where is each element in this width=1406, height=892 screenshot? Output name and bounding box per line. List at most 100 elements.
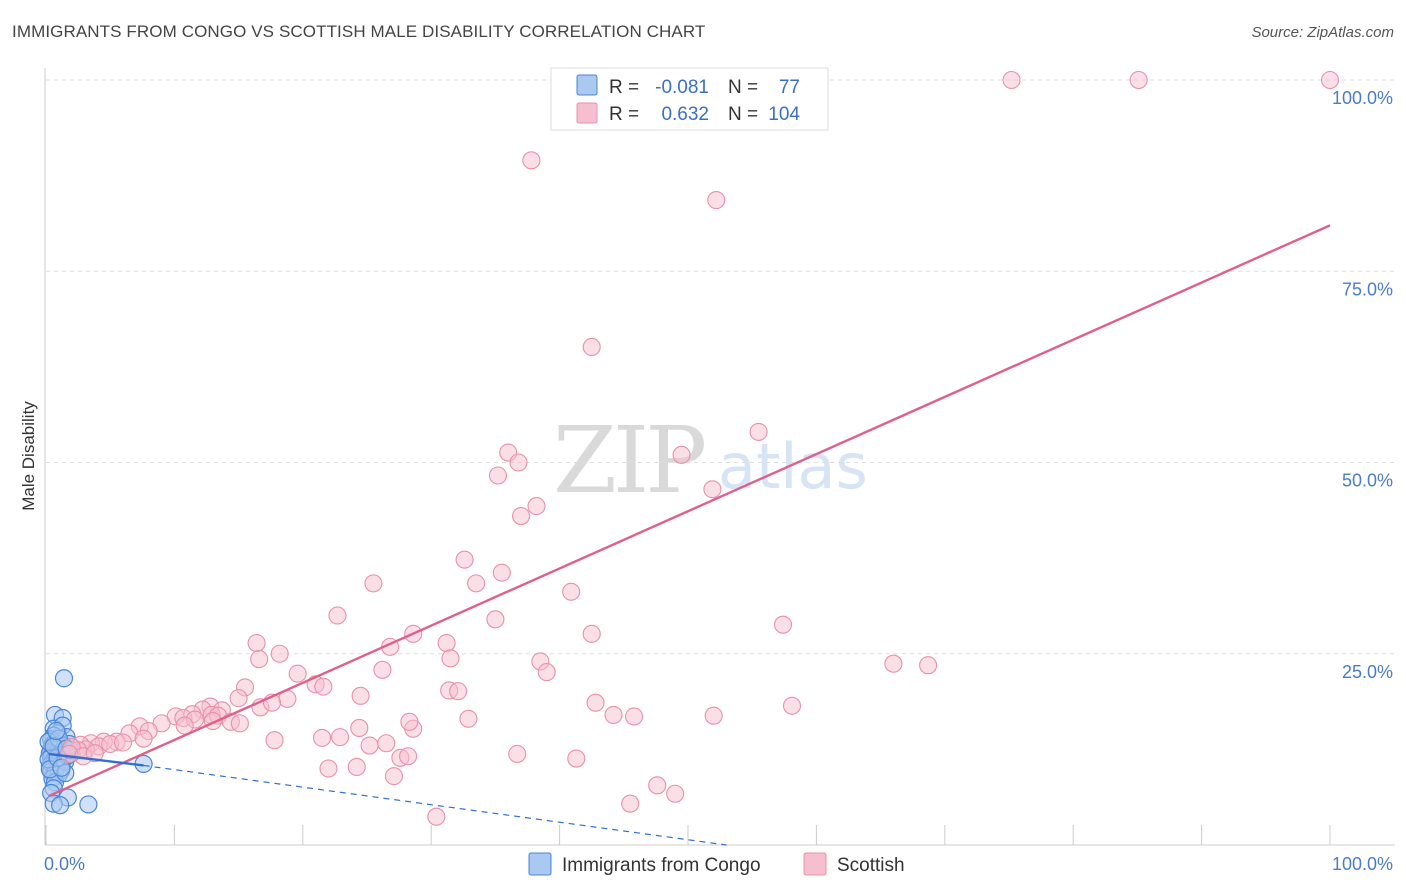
point-scottish-71	[313, 728, 332, 747]
point-scottish-37	[288, 664, 307, 683]
point-scottish-7	[582, 337, 601, 357]
point-scottish-76	[508, 744, 527, 764]
point-scottish-81	[319, 759, 338, 778]
point-scottish-33	[884, 654, 903, 673]
chart-source: Source: ZipAtlas.com	[1251, 24, 1394, 41]
point-scottish-20	[562, 582, 581, 601]
point-scottish-28	[437, 633, 456, 653]
stats-legend-swatch-scottish	[576, 102, 598, 124]
trend-line-congo	[48, 752, 144, 767]
point-scottish-47	[782, 696, 802, 715]
point-scottish-5	[522, 151, 541, 170]
point-scottish-68	[350, 718, 369, 738]
point-scottish-25	[582, 624, 601, 643]
point-scottish-86	[427, 807, 446, 826]
trend-line-scottish	[48, 224, 1331, 798]
stats-legend-n-value-scottish: 104	[768, 104, 800, 125]
point-scottish-74	[360, 736, 379, 755]
point-scottish-84	[666, 784, 685, 803]
point-scottish-18	[467, 574, 486, 593]
trend-lines	[48, 224, 1331, 846]
point-scottish-90	[134, 729, 153, 748]
point-congo-0	[54, 669, 74, 688]
point-scottish-36	[537, 663, 556, 682]
point-scottish-13	[703, 480, 722, 499]
stats-legend-n-label-scottish: N =	[728, 104, 758, 125]
series-scottish-points	[60, 70, 1340, 826]
point-scottish-65	[704, 706, 723, 725]
point-scottish-79	[399, 747, 418, 766]
point-scottish-43	[229, 689, 248, 708]
point-scottish-66	[625, 707, 644, 726]
point-scottish-8	[749, 422, 768, 441]
x-tick-labels: 0.0% 100.0%	[44, 854, 1393, 874]
stats-legend-n-label-congo: N =	[728, 77, 758, 98]
bottom-legend-swatch-congo	[528, 852, 552, 876]
point-scottish-15	[512, 506, 531, 526]
point-scottish-46	[586, 693, 605, 712]
point-scottish-83	[648, 776, 667, 795]
point-scottish-35	[373, 660, 392, 679]
point-scottish-73	[265, 731, 284, 750]
y-tick-labels: 25.0% 50.0% 75.0% 100.0%	[1332, 88, 1393, 682]
y-tick-label-75: 75.0%	[1342, 279, 1393, 299]
bottom-legend: Immigrants from Congo Scottish	[528, 852, 905, 876]
point-scottish-3	[1129, 70, 1148, 90]
stats-legend-r-label-scottish: R =	[609, 104, 639, 125]
stats-legend-swatch-congo	[576, 74, 598, 96]
point-scottish-77	[567, 749, 586, 768]
point-scottish-17	[492, 563, 511, 582]
point-scottish-69	[459, 709, 478, 728]
stats-legend-r-label-congo: R =	[609, 77, 639, 98]
x-tick-label-100: 100.0%	[1332, 854, 1393, 874]
y-tick-label-25: 25.0%	[1342, 662, 1393, 682]
point-scottish-26	[247, 633, 266, 653]
y-tick-label-50: 50.0%	[1342, 471, 1393, 491]
point-scottish-29	[270, 644, 289, 663]
point-scottish-102	[113, 733, 133, 752]
point-scottish-22	[486, 610, 505, 629]
point-scottish-45	[351, 686, 370, 705]
point-scottish-82	[384, 767, 404, 786]
point-congo-57	[52, 758, 71, 777]
point-scottish-12	[488, 466, 508, 485]
point-scottish-11	[509, 453, 528, 472]
point-scottish-16	[455, 550, 474, 569]
point-scottish-19	[364, 574, 383, 593]
point-scottish-75	[377, 734, 396, 753]
point-scottish-6	[707, 191, 726, 210]
stats-legend: R = -0.081 N = 77 R = 0.632 N = 104	[550, 67, 829, 131]
point-scottish-85	[621, 794, 640, 813]
point-scottish-80	[347, 757, 366, 777]
point-congo-58	[47, 721, 66, 741]
point-scottish-103	[85, 744, 104, 763]
point-scottish-42	[449, 682, 468, 701]
point-scottish-30	[250, 650, 269, 669]
stats-legend-r-value-congo: -0.081	[655, 77, 709, 98]
point-scottish-14	[527, 497, 546, 516]
point-scottish-21	[328, 606, 347, 625]
stats-legend-n-value-congo: 77	[779, 77, 800, 98]
point-congo-41	[79, 795, 98, 814]
x-tick-label-0: 0.0%	[44, 854, 85, 874]
y-axis-title: Male Disability	[19, 401, 38, 511]
point-scottish-23	[773, 615, 793, 634]
point-scottish-64	[604, 705, 623, 725]
point-scottish-2	[1002, 70, 1021, 90]
point-scottish-40	[314, 677, 333, 696]
chart-title: IMMIGRANTS FROM CONGO VS SCOTTISH MALE D…	[12, 22, 706, 41]
x-minor-ticks	[45, 825, 1331, 845]
point-scottish-62	[230, 714, 249, 733]
point-scottish-34	[919, 656, 938, 675]
bottom-legend-label-scottish: Scottish	[837, 855, 905, 876]
point-scottish-10	[672, 445, 691, 464]
bottom-legend-swatch-scottish	[803, 852, 827, 876]
gridlines	[46, 79, 1395, 655]
point-scottish-4	[1320, 70, 1340, 90]
point-congo-40	[51, 796, 70, 815]
stats-legend-r-value-scottish: 0.632	[661, 104, 709, 125]
point-scottish-31	[441, 649, 460, 668]
point-scottish-70	[400, 712, 419, 731]
point-scottish-72	[330, 728, 350, 747]
